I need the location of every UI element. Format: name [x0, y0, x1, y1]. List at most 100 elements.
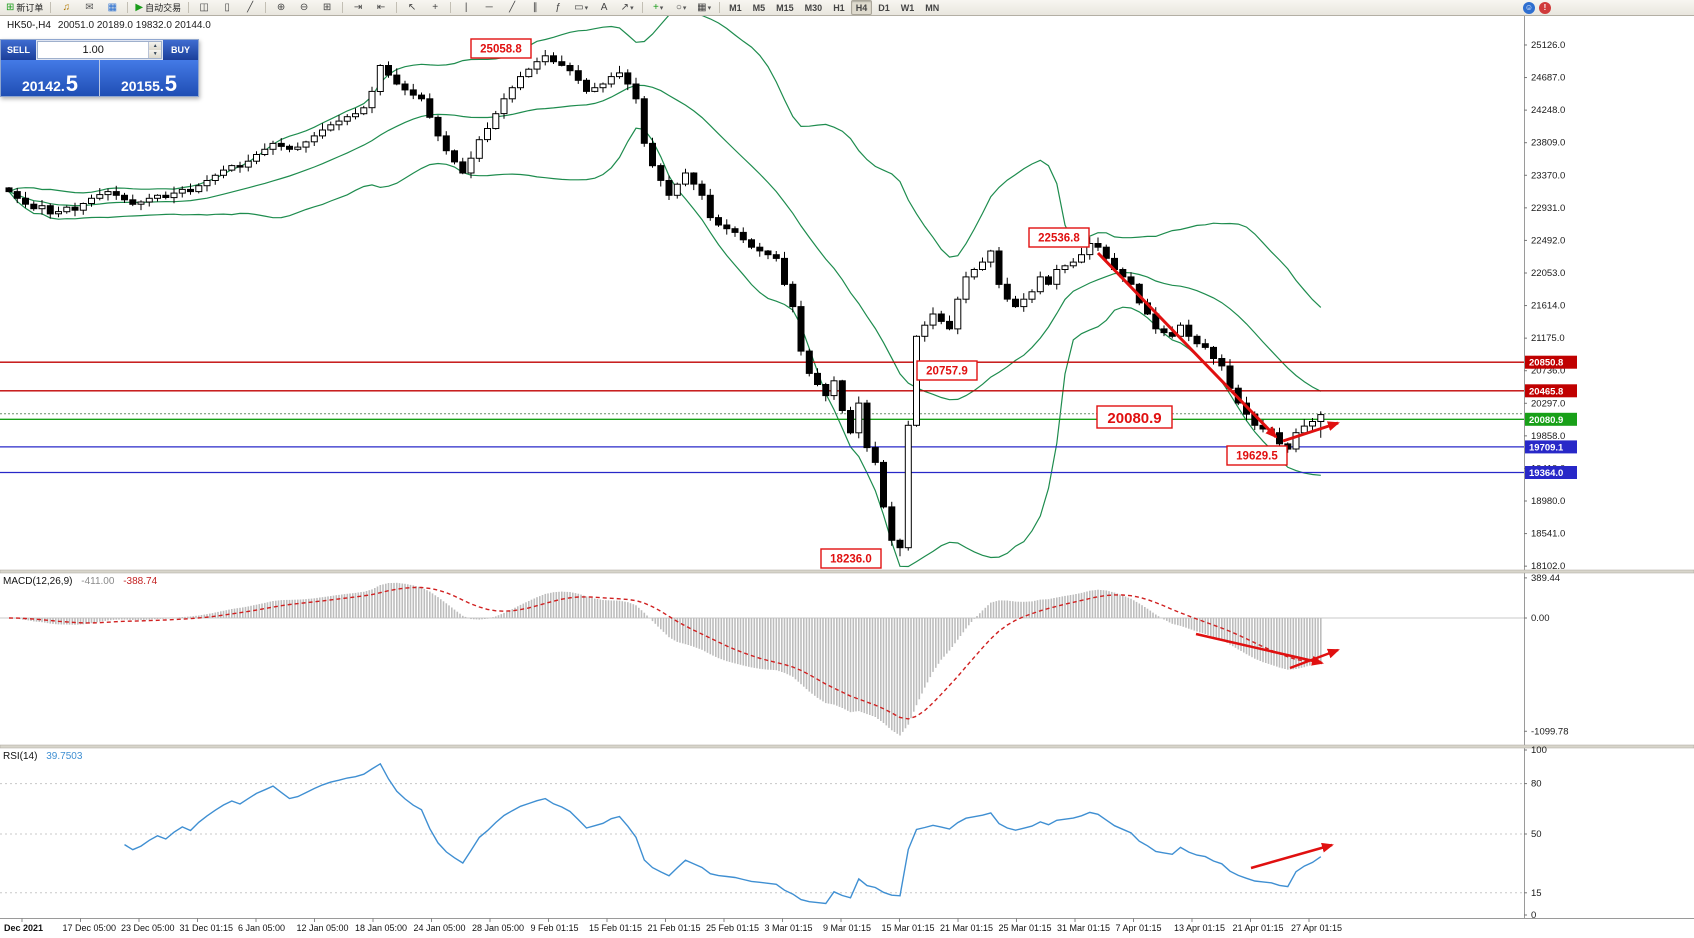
- rsi-value: 39.7503: [46, 751, 83, 762]
- candle: [121, 194, 128, 201]
- pane-separator[interactable]: [0, 569, 1694, 574]
- price-callout-box[interactable]: [820, 548, 882, 569]
- price-tag: [1525, 412, 1577, 426]
- candle: [327, 124, 335, 131]
- shapes-icon[interactable]: ▭ ▾: [574, 2, 589, 13]
- zoom-in-icon[interactable]: ⊕: [276, 2, 286, 13]
- candle: [1292, 432, 1300, 450]
- ohlc-values: 20051.0 20189.0 19832.0 20144.0: [57, 20, 211, 31]
- vertical-line-icon[interactable]: |: [464, 2, 468, 13]
- volume-input[interactable]: [38, 42, 149, 58]
- bar-chart-icon[interactable]: ◫: [199, 2, 209, 13]
- trend-arrow[interactable]: [1195, 632, 1324, 666]
- candle: [71, 206, 79, 211]
- price-callout-text: 18236.0: [830, 554, 872, 566]
- mailbox-icon[interactable]: ✉: [85, 2, 94, 13]
- sound-icon[interactable]: ♫: [62, 2, 71, 13]
- candle: [632, 83, 640, 100]
- one-click-trading-panel[interactable]: SELL ▲ ▼ BUY 20142. 5 20155. 5: [0, 39, 199, 97]
- trend-arrow[interactable]: [1289, 648, 1340, 670]
- candle: [1012, 298, 1019, 308]
- time-axis-area[interactable]: [0, 918, 1694, 938]
- time-axis-label: 24 Jan 05:00: [414, 923, 466, 933]
- community-icon[interactable]: ☺: [1523, 1, 1535, 14]
- macd-pane[interactable]: [0, 582, 1524, 736]
- pane-separator[interactable]: [0, 744, 1694, 749]
- zoom-out-icon[interactable]: ⊖: [299, 2, 309, 13]
- timeframe-m30[interactable]: M30: [804, 2, 823, 13]
- arrows-icon[interactable]: ↗ ▾: [620, 2, 634, 13]
- candlestick-chart-icon[interactable]: ▯: [224, 2, 230, 13]
- candle: [550, 55, 557, 63]
- candle: [294, 146, 302, 150]
- candle: [459, 161, 467, 174]
- fibonacci-icon[interactable]: ƒ: [555, 2, 561, 13]
- timeframe-d1[interactable]: D1: [878, 2, 890, 13]
- timeframe-m15[interactable]: M15: [776, 2, 794, 13]
- candle: [137, 201, 145, 205]
- chart-shift-icon[interactable]: ⇤: [376, 2, 386, 13]
- sell-button[interactable]: SELL: [1, 40, 36, 60]
- rsi-pane[interactable]: [0, 762, 1524, 905]
- trend-arrow[interactable]: [1250, 842, 1334, 870]
- candle: [484, 128, 491, 141]
- price-callout-box[interactable]: [1028, 227, 1090, 248]
- candle: [756, 246, 764, 252]
- toolbar-separator: [450, 2, 452, 13]
- candle: [335, 120, 343, 126]
- macd-signal-value: -388.74: [123, 576, 158, 587]
- price-axis-label: 18102.0: [1531, 561, 1565, 572]
- horizontal-line-icon[interactable]: ─: [485, 2, 493, 13]
- candle: [682, 172, 689, 185]
- candle: [236, 165, 244, 168]
- trend-arrow[interactable]: [1096, 251, 1278, 439]
- candle: [1276, 432, 1283, 445]
- candle: [937, 313, 945, 322]
- timeframe-m5[interactable]: M5: [752, 2, 766, 13]
- volume-down-button[interactable]: ▼: [149, 50, 161, 58]
- price-callout-box[interactable]: [1096, 405, 1173, 429]
- candle: [1127, 276, 1135, 285]
- timeframe-h4[interactable]: H4: [850, 0, 873, 15]
- price-callout-box[interactable]: [1226, 445, 1288, 466]
- crosshair-icon[interactable]: +: [432, 2, 439, 13]
- candle: [665, 180, 673, 196]
- timeframe-h1[interactable]: H1: [833, 2, 845, 13]
- news-icon[interactable]: !: [1539, 1, 1551, 14]
- main-pane[interactable]: [0, 10, 1524, 568]
- volume-up-button[interactable]: ▲: [149, 42, 161, 50]
- periods-icon[interactable]: ○ ▾: [675, 2, 687, 13]
- line-chart-icon[interactable]: ╱: [247, 2, 254, 13]
- indicators-icon[interactable]: + ▾: [652, 2, 664, 13]
- buy-button[interactable]: BUY: [163, 40, 198, 60]
- timeframe-m1[interactable]: M1: [729, 2, 742, 13]
- chart-window-icon[interactable]: ▦: [107, 2, 118, 13]
- text-icon[interactable]: A: [600, 2, 608, 13]
- trend-arrow[interactable]: [1282, 421, 1340, 443]
- trendline-icon[interactable]: ╱: [509, 2, 516, 13]
- candle: [244, 160, 252, 168]
- candle: [822, 384, 830, 397]
- timeframe-mn[interactable]: MN: [925, 2, 940, 13]
- new-order-icon[interactable]: ⊞ 新订单: [6, 2, 44, 13]
- candle: [467, 157, 475, 174]
- time-axis-label: 25 Feb 01:15: [706, 923, 759, 933]
- time-axis-label: 17 Dec 05:00: [63, 923, 117, 933]
- price-callout-box[interactable]: [916, 360, 978, 381]
- tile-windows-icon[interactable]: ⊞: [322, 2, 332, 13]
- candle: [211, 174, 219, 182]
- autotrading-icon[interactable]: ▶ 自动交易: [135, 2, 182, 13]
- templates-icon[interactable]: ▦ ▾: [697, 2, 712, 13]
- channel-icon[interactable]: ∥: [532, 2, 538, 13]
- time-axis-label: 21 Mar 01:15: [940, 923, 993, 933]
- time-axis-label: Dec 2021: [4, 923, 43, 933]
- buy-price-button[interactable]: 20155. 5: [100, 60, 198, 96]
- sell-price-button[interactable]: 20142. 5: [1, 60, 99, 96]
- auto-scroll-icon[interactable]: ⇥: [353, 2, 363, 13]
- timeframe-w1[interactable]: W1: [900, 2, 915, 13]
- candle: [13, 191, 21, 199]
- price-callout-box[interactable]: [470, 38, 532, 59]
- cursor-icon[interactable]: ↖: [407, 2, 417, 13]
- candle: [368, 90, 376, 109]
